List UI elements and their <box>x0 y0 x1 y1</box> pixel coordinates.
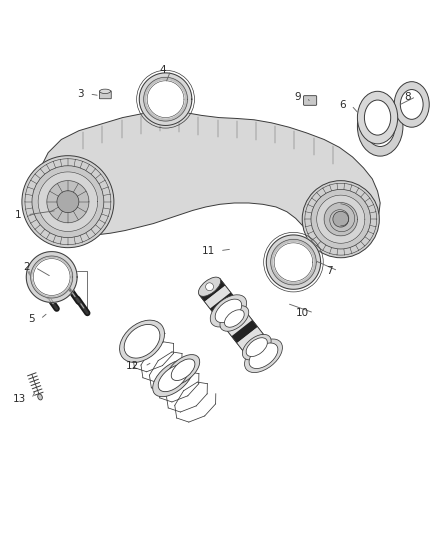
Polygon shape <box>276 245 311 280</box>
Polygon shape <box>147 81 184 118</box>
Ellipse shape <box>124 325 160 358</box>
Polygon shape <box>248 341 274 364</box>
Polygon shape <box>324 203 357 236</box>
Polygon shape <box>271 239 316 285</box>
Ellipse shape <box>198 277 221 296</box>
Polygon shape <box>38 172 98 231</box>
Polygon shape <box>139 73 192 125</box>
Polygon shape <box>274 243 313 281</box>
Circle shape <box>32 166 104 238</box>
Text: 6: 6 <box>339 100 346 110</box>
Polygon shape <box>317 195 365 243</box>
Polygon shape <box>242 334 268 357</box>
Polygon shape <box>199 279 225 302</box>
Polygon shape <box>237 327 263 350</box>
Polygon shape <box>33 111 380 239</box>
Ellipse shape <box>120 320 165 362</box>
Text: 9: 9 <box>295 92 301 102</box>
Polygon shape <box>149 83 182 116</box>
Text: 7: 7 <box>326 266 333 276</box>
Ellipse shape <box>158 365 188 392</box>
Ellipse shape <box>364 100 391 135</box>
Polygon shape <box>199 279 274 364</box>
Ellipse shape <box>400 90 423 119</box>
Ellipse shape <box>365 106 395 147</box>
Text: 13: 13 <box>13 394 26 404</box>
Polygon shape <box>33 259 70 295</box>
Text: 3: 3 <box>78 89 84 99</box>
Circle shape <box>311 189 371 249</box>
Polygon shape <box>31 256 73 298</box>
Ellipse shape <box>357 91 398 144</box>
Ellipse shape <box>357 96 403 156</box>
Polygon shape <box>221 306 247 329</box>
Ellipse shape <box>38 394 42 400</box>
Polygon shape <box>26 252 77 302</box>
Ellipse shape <box>220 306 249 331</box>
Polygon shape <box>47 181 89 223</box>
Circle shape <box>333 211 349 227</box>
Text: 10: 10 <box>296 308 309 318</box>
Ellipse shape <box>242 334 271 360</box>
Text: 2: 2 <box>23 262 30 272</box>
Polygon shape <box>232 320 258 343</box>
Polygon shape <box>226 313 252 336</box>
Text: 1: 1 <box>15 210 22 220</box>
Ellipse shape <box>225 310 244 327</box>
Polygon shape <box>35 260 68 294</box>
Polygon shape <box>144 77 187 121</box>
Polygon shape <box>266 235 321 289</box>
Ellipse shape <box>166 354 200 385</box>
Ellipse shape <box>215 299 242 322</box>
Text: 4: 4 <box>159 65 166 75</box>
Circle shape <box>57 191 79 213</box>
Circle shape <box>22 156 114 248</box>
Ellipse shape <box>244 339 283 373</box>
Ellipse shape <box>210 295 247 327</box>
Polygon shape <box>205 286 231 309</box>
Circle shape <box>205 283 213 290</box>
FancyBboxPatch shape <box>304 96 317 106</box>
FancyBboxPatch shape <box>99 91 111 99</box>
Ellipse shape <box>249 343 278 368</box>
Circle shape <box>302 181 379 258</box>
Ellipse shape <box>394 82 429 127</box>
Ellipse shape <box>171 359 195 381</box>
Ellipse shape <box>246 338 267 357</box>
Ellipse shape <box>99 89 110 93</box>
Text: 12: 12 <box>126 361 139 372</box>
Text: 5: 5 <box>28 314 35 324</box>
Text: 11: 11 <box>201 246 215 256</box>
Ellipse shape <box>153 360 193 397</box>
Text: 8: 8 <box>404 92 411 102</box>
Polygon shape <box>215 300 241 322</box>
Polygon shape <box>210 293 236 316</box>
